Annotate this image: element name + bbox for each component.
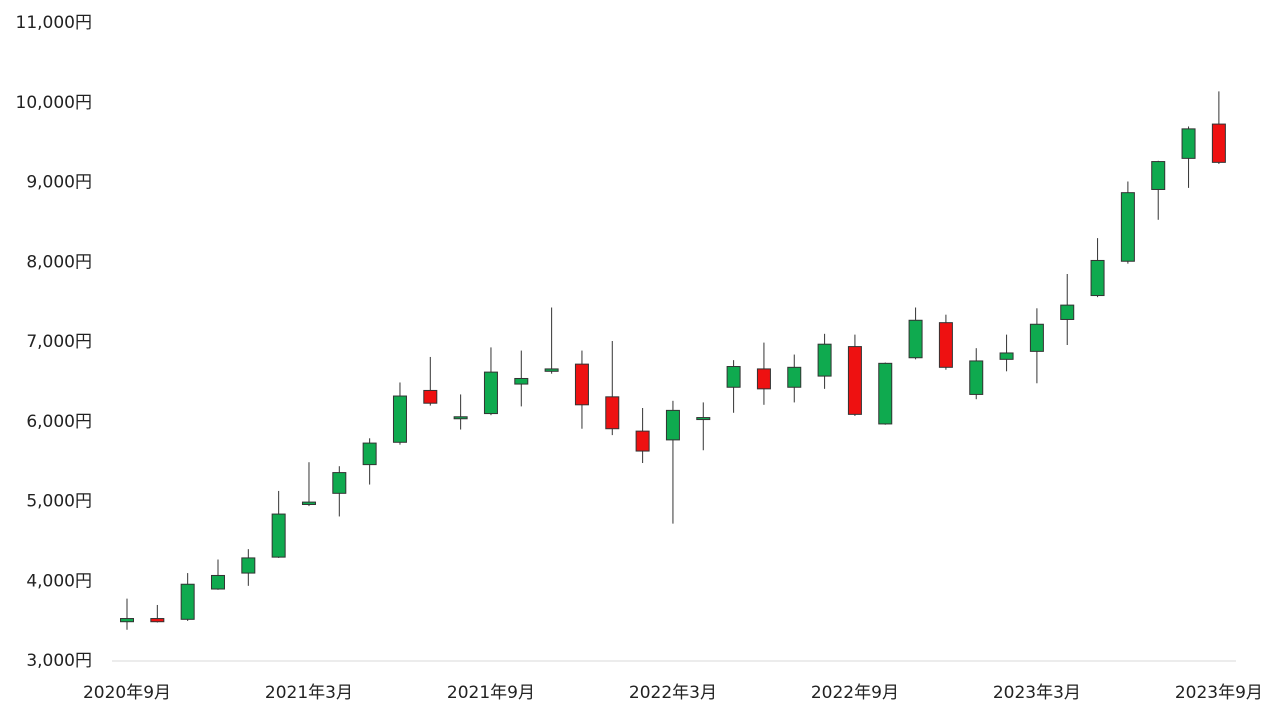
candle-body-up (241, 557, 256, 574)
candle-body-up (180, 583, 195, 620)
candle (635, 407, 650, 464)
y-tick-label: 10,000円 (16, 93, 92, 113)
x-tick-label: 2023年9月 (1175, 683, 1263, 703)
candle (605, 341, 620, 436)
candle-body-down (1211, 123, 1226, 163)
candle (878, 362, 893, 425)
candle-body-up (362, 442, 377, 466)
y-tick-label: 5,000円 (26, 492, 92, 512)
candle-body-down (847, 346, 862, 415)
candle (847, 334, 862, 416)
candle-body-up (514, 377, 529, 385)
candle (544, 307, 559, 374)
candle (1120, 181, 1135, 264)
candle-body-up (120, 618, 134, 623)
candle-body-down (635, 430, 650, 452)
y-axis: 3,000円 4,000円 5,000円 6,000円 7,000円 8,000円 9,00… (16, 13, 92, 671)
candle-body-up (726, 366, 741, 388)
candle-body-up (392, 395, 407, 443)
candle-body-up (908, 319, 923, 359)
candle (1090, 238, 1105, 298)
x-axis: 2020年9月 2021年3月 2021年9月 2022年3月 2022年9月 2023年… (83, 660, 1263, 703)
candle-body-down (574, 363, 589, 406)
y-tick-label: 7,000円 (26, 332, 92, 352)
candle (362, 438, 377, 485)
candle (150, 604, 165, 623)
candle-body-up (210, 574, 225, 590)
candle-body-down (938, 322, 953, 368)
candle (726, 360, 741, 413)
x-tick-label: 2022年9月 (811, 683, 899, 703)
candle (756, 342, 771, 405)
y-tick-label: 3,000円 (26, 651, 92, 671)
candle-body-up (332, 472, 347, 494)
candle-body-up (271, 513, 286, 558)
candle-body-up (453, 416, 468, 420)
candle (332, 466, 347, 517)
candle (817, 333, 832, 389)
candle (241, 549, 256, 586)
candle-body-up (1151, 161, 1166, 190)
candle-body-up (999, 352, 1014, 360)
candle (574, 350, 589, 429)
candle-body-up (817, 343, 832, 377)
candle-body-up (665, 409, 680, 441)
candle-body-up (878, 362, 893, 425)
candle (1181, 126, 1196, 188)
x-tick-label: 2020年9月 (83, 683, 171, 703)
candle-body-up (787, 366, 802, 388)
candle (301, 462, 316, 507)
candle (120, 598, 134, 630)
candle (423, 356, 438, 406)
candle-body-down (756, 368, 771, 390)
x-tick-label: 2021年3月 (265, 683, 353, 703)
y-tick-label: 6,000円 (26, 412, 92, 432)
candle (696, 402, 711, 451)
candle (908, 307, 923, 360)
candle-body-up (1120, 192, 1135, 262)
candle (210, 559, 225, 590)
candle-body-up (1090, 259, 1105, 297)
candle (969, 348, 984, 400)
x-tick-label: 2023年3月 (993, 683, 1081, 703)
candle-body-up (1060, 304, 1075, 320)
candle-body-up (1181, 128, 1196, 159)
candle-body-down (423, 389, 438, 404)
candle (453, 394, 468, 430)
y-tick-label: 4,000円 (26, 571, 92, 591)
candle (1211, 91, 1226, 164)
candle (271, 490, 286, 558)
candle-body-up (483, 371, 498, 415)
plot-area (120, 91, 1226, 630)
candle (787, 354, 802, 403)
candle (938, 314, 953, 370)
candle (999, 334, 1014, 372)
candle-body-up (301, 501, 316, 505)
candle-body-down (605, 396, 620, 430)
y-tick-label: 8,000円 (26, 252, 92, 272)
y-tick-label: 9,000円 (26, 173, 92, 193)
y-tick-label: 11,000円 (16, 13, 92, 33)
candle (1029, 308, 1044, 384)
candle (483, 347, 498, 416)
candle-body-up (544, 368, 559, 372)
candle-body-up (969, 360, 984, 395)
x-tick-label: 2021年9月 (447, 683, 535, 703)
candle (180, 573, 195, 621)
candle-body-up (696, 417, 711, 421)
candle (665, 400, 680, 524)
candle (392, 382, 407, 445)
candle-body-up (1029, 323, 1044, 352)
candle (514, 350, 529, 407)
candle (1060, 274, 1075, 345)
candle-body-down (150, 618, 165, 623)
candle (1151, 160, 1166, 220)
x-tick-label: 2022年3月 (629, 683, 717, 703)
